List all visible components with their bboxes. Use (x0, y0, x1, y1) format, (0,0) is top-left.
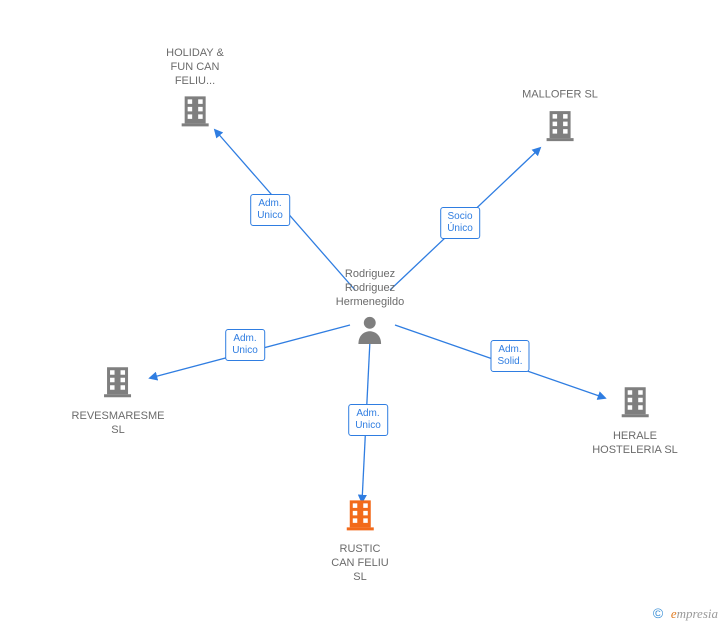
node-mallofer[interactable]: MALLOFER SL (522, 89, 598, 148)
node-revesmaresme[interactable]: REVESMARESME SL (72, 363, 165, 438)
node-label: Rodriguez Rodriguez Hermenegildo (336, 268, 404, 309)
node-label: HERALE HOSTELERIA SL (592, 430, 678, 458)
building-icon (177, 92, 213, 133)
building-icon (617, 383, 653, 424)
building-icon (342, 496, 378, 537)
center-node[interactable]: Rodriguez Rodriguez Hermenegildo (336, 268, 404, 352)
node-label: MALLOFER SL (522, 89, 598, 103)
edge-label: Adm. Solid. (490, 340, 529, 372)
brand-rest: mpresia (677, 606, 718, 621)
building-icon (100, 363, 136, 404)
copyright-symbol: © (653, 605, 663, 621)
node-label: HOLIDAY & FUN CAN FELIU... (166, 47, 224, 88)
node-label: REVESMARESME SL (72, 410, 165, 438)
person-icon (353, 313, 387, 352)
building-icon (542, 106, 578, 147)
watermark: © empresia (653, 605, 718, 622)
node-rustic[interactable]: RUSTIC CAN FELIU SL (331, 496, 388, 584)
node-label: RUSTIC CAN FELIU SL (331, 543, 388, 584)
node-holiday[interactable]: HOLIDAY & FUN CAN FELIU... (166, 47, 224, 133)
node-herale[interactable]: HERALE HOSTELERIA SL (592, 383, 678, 458)
edge-label: Socio Único (440, 207, 480, 239)
edge-label: Adm. Unico (250, 194, 290, 226)
network-diagram: Rodriguez Rodriguez Hermenegildo HOLIDAY… (0, 0, 728, 630)
edge-label: Adm. Unico (348, 404, 388, 436)
edge-label: Adm. Unico (225, 329, 265, 361)
